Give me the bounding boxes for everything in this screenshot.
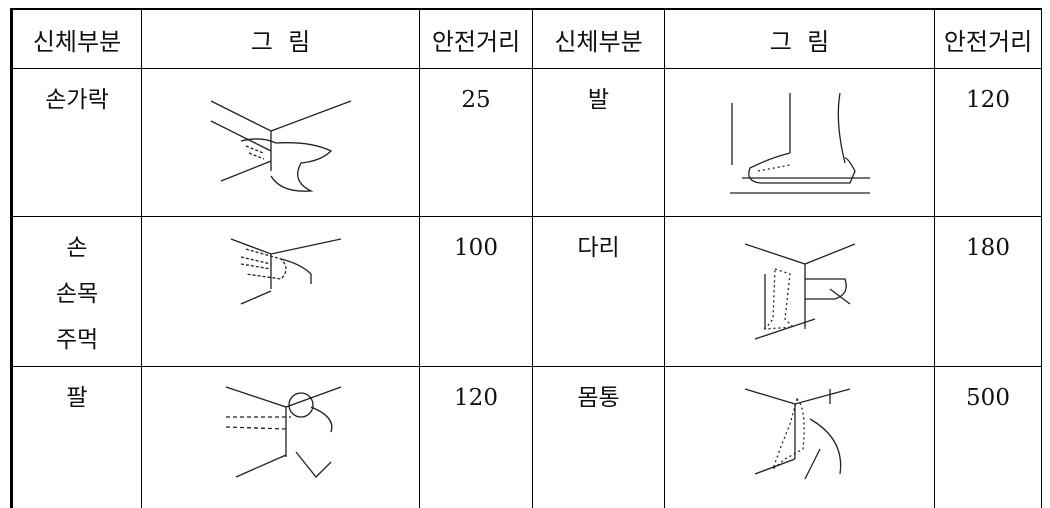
figure-cell [664,366,935,508]
distance: 25 [461,87,491,113]
header-cell: 안전거리 [419,8,533,69]
figure-cell [141,68,420,217]
distance-cell: 120 [934,68,1042,217]
part-cell: 몸통 [532,366,665,508]
hand-sketch [230,238,341,305]
part-cell: 손 손목 주먹 [10,216,142,367]
distance-cell: 25 [419,68,533,217]
header-cell: 신체부분 [532,8,665,69]
safety-distance-table: 신체부분 그 림 안전거리 신체부분 그 림 안전거리 손가락 25 발 120 [10,8,1042,508]
row: 팔 120 몸통 500 [10,366,1042,508]
distance: 180 [966,235,1010,261]
distance-cell: 100 [419,216,533,367]
part: 몸통 [577,385,620,411]
part: 손 [66,235,88,261]
row: 손가락 25 발 120 [10,68,1042,217]
header-row: 신체부분 그 림 안전거리 신체부분 그 림 안전거리 [10,8,1042,69]
distance: 100 [454,235,498,261]
arm-sketch [225,386,341,478]
distance-cell: 500 [934,366,1042,508]
part: 다리 [577,235,620,261]
part: 발 [587,87,610,113]
distance: 120 [966,87,1010,113]
figure-cell [664,68,935,217]
part-cell: 다리 [532,216,665,367]
row: 손 손목 주먹 100 다리 180 [10,216,1042,367]
figure-cell [141,366,420,508]
distance: 500 [966,385,1010,411]
part: 팔 [66,385,88,411]
part: 손목 [55,281,99,307]
part-cell: 발 [532,68,665,217]
figure-cell [141,216,420,367]
part: 손가락 [45,87,109,113]
figure-cell [664,216,935,367]
header-cell: 그 림 [664,8,935,69]
distance: 120 [454,385,498,411]
part-cell: 팔 [10,366,142,508]
part: 주먹 [55,327,99,353]
distance-cell: 180 [934,216,1042,367]
distance-cell: 120 [419,366,533,508]
part-cell: 손가락 [10,68,142,217]
header-cell: 그 림 [141,8,420,69]
header-cell: 신체부분 [10,8,142,69]
torso-sketch [744,388,850,480]
foot-sketch [729,92,870,194]
leg-sketch [744,243,855,340]
header-cell: 안전거리 [934,8,1042,69]
finger-sketch [210,100,351,192]
